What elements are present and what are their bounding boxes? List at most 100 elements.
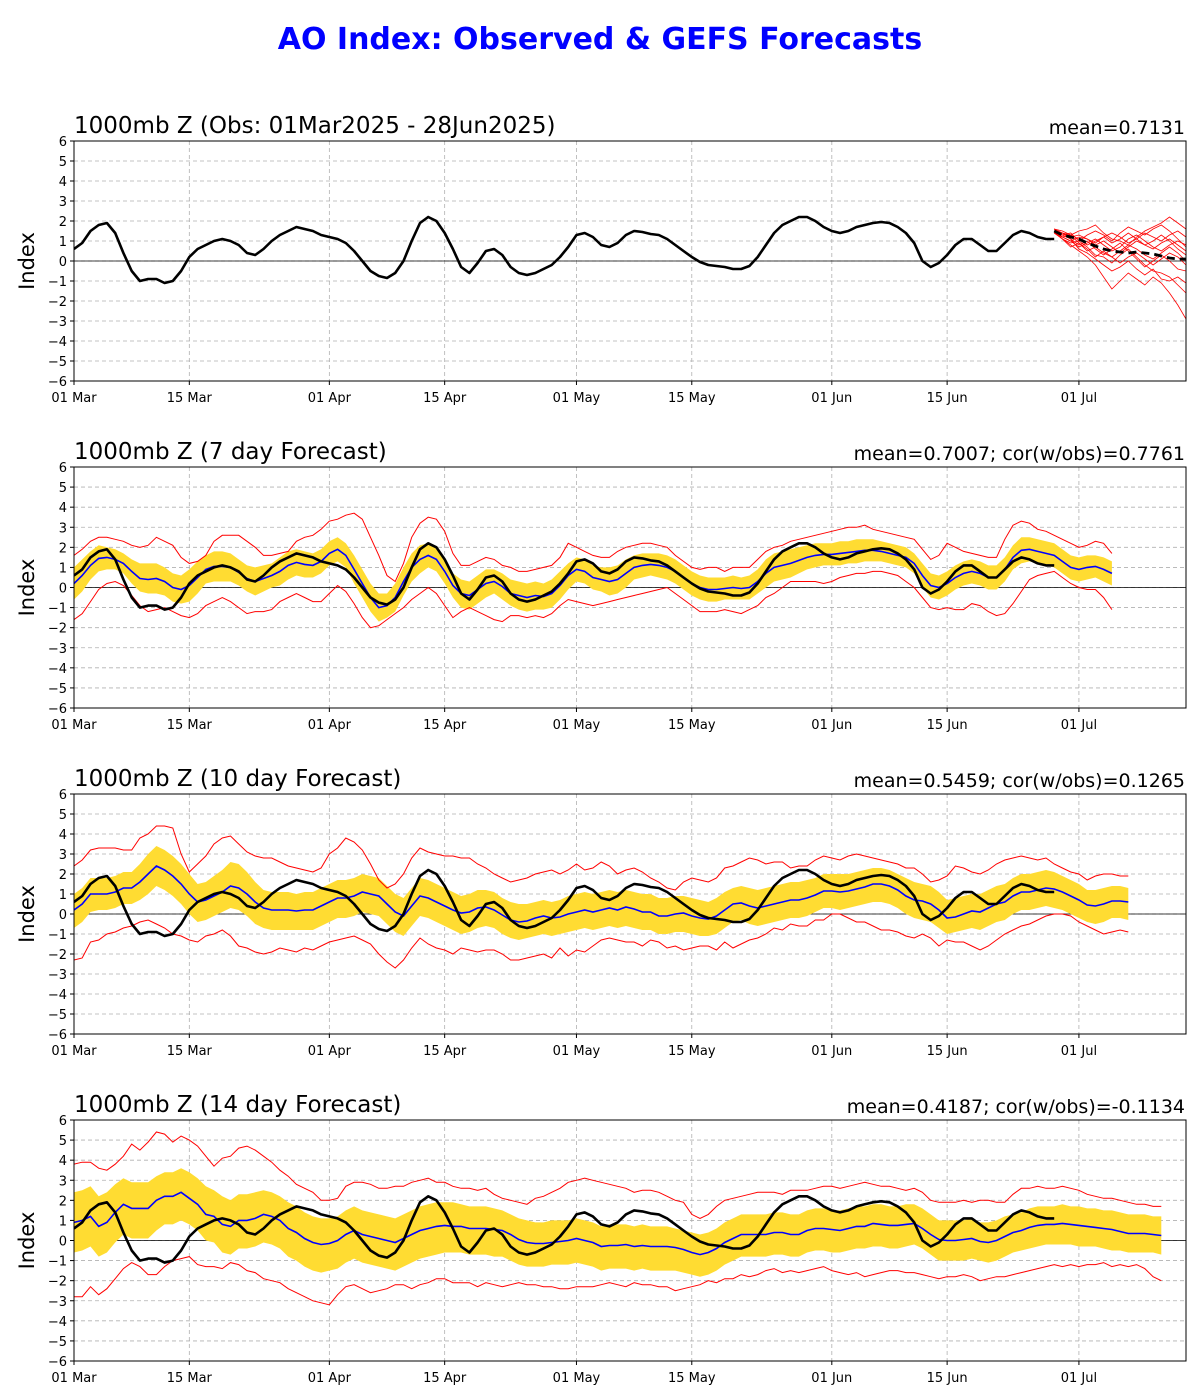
y-tick-label: −3 (48, 642, 67, 657)
panel-title: 1000mb Z (14 day Forecast) (74, 1092, 401, 1118)
x-tick-label: 15 May (668, 718, 716, 733)
x-tick-label: 15 Apr (423, 1371, 467, 1386)
plot-frame (73, 793, 1187, 1035)
x-tick-label: 01 Jun (811, 1371, 852, 1386)
x-tick-label: 15 Jun (927, 1044, 968, 1059)
y-tick-label: 6 (59, 1114, 67, 1129)
x-tick-label: 01 Apr (308, 718, 352, 733)
min-line (74, 1256, 1162, 1306)
y-tick-label: −6 (48, 375, 67, 390)
plot-area (74, 1131, 1162, 1306)
y-tick-label: 5 (59, 481, 67, 496)
y-tick-label: 5 (59, 1134, 67, 1149)
y-tick-label: 1 (59, 235, 67, 250)
x-tick-label: 15 Apr (423, 718, 467, 733)
y-tick-label: −5 (48, 1335, 67, 1350)
y-tick-label: 4 (59, 175, 67, 190)
plot-area (74, 512, 1113, 629)
x-tick-label: 15 Apr (423, 391, 467, 406)
panel-title: 1000mb Z (7 day Forecast) (74, 439, 387, 465)
x-tick-label: 15 Apr (423, 1044, 467, 1059)
y-tick-label: −5 (48, 1008, 67, 1023)
max-line (74, 512, 1113, 583)
panel-title: 1000mb Z (10 day Forecast) (74, 766, 401, 792)
x-tick-label: 01 Apr (308, 391, 352, 406)
observed-line (74, 1195, 1055, 1264)
x-tick-label: 01 Jun (811, 391, 852, 406)
panel-stat: mean=0.7131 (1049, 117, 1185, 139)
x-tick-label: 01 May (553, 1371, 601, 1386)
y-tick-label: −1 (48, 1255, 67, 1270)
ensemble-member-line (1054, 216, 1186, 246)
ensemble-mean-line (74, 1191, 1162, 1256)
y-tick-label: 5 (59, 155, 67, 170)
y-tick-label: 5 (59, 808, 67, 823)
spread-band (74, 846, 1129, 940)
y-tick-label: −2 (48, 1275, 67, 1290)
y-tick-label: −6 (48, 1028, 67, 1043)
y-tick-label: −4 (48, 662, 67, 677)
y-tick-label: −3 (48, 1295, 67, 1310)
x-tick-label: 01 May (553, 391, 601, 406)
x-tick-label: 01 Apr (308, 1044, 352, 1059)
ensemble-member-line (1053, 228, 1186, 244)
panel-stat: mean=0.5459; cor(w/obs)=0.1265 (854, 770, 1185, 792)
y-tick-label: −1 (48, 275, 67, 290)
ensemble-member-line (1053, 228, 1186, 272)
plot-area (74, 215, 1186, 320)
spread-band (74, 1168, 1162, 1277)
observed-line (74, 215, 1055, 285)
max-line (74, 1131, 1162, 1219)
y-tick-label: 0 (59, 1235, 67, 1250)
y-tick-label: 3 (59, 1174, 67, 1189)
y-tick-label: 0 (59, 582, 67, 597)
panel-3: −6 −5 −4 −3 −2 −1 0 1 2 3 4 5 6 01 Mar 15 Mar 01 Apr 15 … (15, 766, 1187, 1059)
y-tick-label: −1 (48, 928, 67, 943)
y-tick-label: 2 (59, 868, 67, 883)
x-tick-label: 01 Jul (1061, 391, 1097, 406)
y-tick-label: −6 (48, 1355, 67, 1370)
x-tick-label: 01 Jul (1061, 1371, 1097, 1386)
y-axis-label: Index (15, 559, 39, 617)
y-tick-label: 3 (59, 195, 67, 210)
y-tick-label: −3 (48, 968, 67, 983)
forecast-mean-line (1053, 229, 1186, 261)
y-axis-label: Index (15, 1212, 39, 1270)
y-tick-label: 4 (59, 501, 67, 516)
y-tick-label: 1 (59, 561, 67, 576)
x-tick-label: 01 Mar (51, 718, 97, 733)
spread-band (74, 537, 1112, 622)
x-tick-label: 01 Jun (811, 718, 852, 733)
y-tick-label: −5 (48, 355, 67, 370)
x-tick-label: 15 Mar (167, 1371, 213, 1386)
x-tick-label: 15 May (668, 1044, 716, 1059)
plot-frame (73, 140, 1187, 382)
y-tick-label: 3 (59, 521, 67, 536)
x-tick-label: 01 Jun (811, 1044, 852, 1059)
panel-4: −6 −5 −4 −3 −2 −1 0 1 2 3 4 5 6 01 Mar 15 Mar 01 Apr 15 … (15, 1092, 1187, 1386)
x-tick-label: 15 May (668, 391, 716, 406)
y-tick-label: 2 (59, 215, 67, 230)
x-tick-label: 15 Jun (927, 1371, 968, 1386)
y-tick-label: 6 (59, 135, 67, 150)
y-axis-label: Index (15, 885, 39, 943)
x-tick-label: 15 Jun (927, 718, 968, 733)
plot-area (74, 825, 1129, 969)
y-tick-label: −4 (48, 988, 67, 1003)
ensemble-member-line (1054, 232, 1186, 252)
ensemble-member-line (1054, 230, 1186, 284)
panel-stat: mean=0.4187; cor(w/obs)=-0.1134 (847, 1096, 1185, 1118)
x-tick-label: 01 May (553, 718, 601, 733)
x-tick-label: 15 Mar (167, 391, 213, 406)
ensemble-member-line (1053, 230, 1186, 266)
y-tick-label: 3 (59, 848, 67, 863)
x-tick-label: 01 Mar (51, 1044, 97, 1059)
ensemble-member-line (1053, 230, 1186, 262)
y-tick-label: 2 (59, 1194, 67, 1209)
x-tick-label: 01 Mar (51, 391, 97, 406)
panel-stat: mean=0.7007; cor(w/obs)=0.7761 (854, 443, 1185, 465)
observed-line (74, 868, 1055, 938)
x-tick-label: 01 Jul (1061, 718, 1097, 733)
observed-line (74, 542, 1055, 611)
